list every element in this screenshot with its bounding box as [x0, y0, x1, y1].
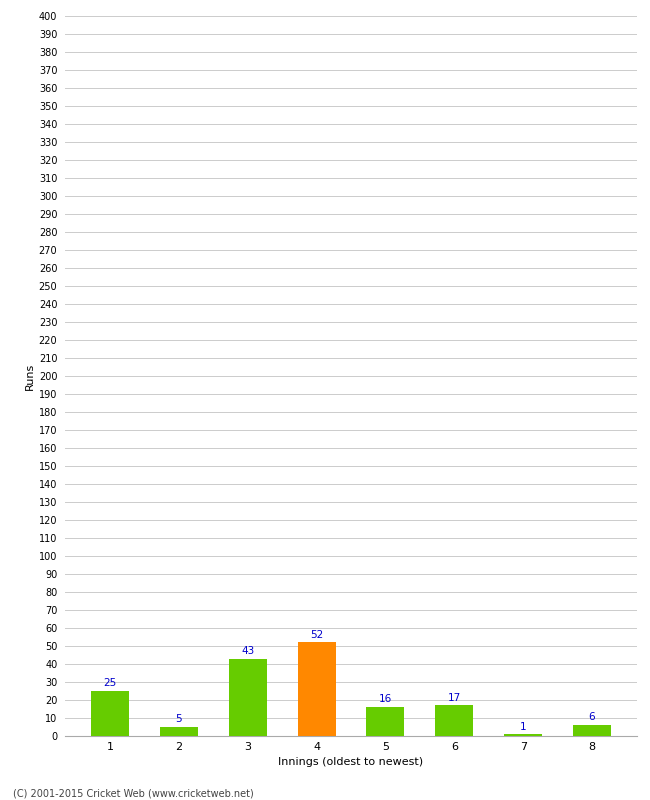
Bar: [229, 658, 266, 736]
Text: 43: 43: [241, 646, 254, 656]
X-axis label: Innings (oldest to newest): Innings (oldest to newest): [278, 757, 424, 767]
Bar: [298, 642, 335, 736]
Bar: [436, 706, 473, 736]
Text: 17: 17: [448, 693, 461, 702]
Bar: [367, 707, 404, 736]
Text: 16: 16: [379, 694, 392, 705]
Text: 52: 52: [310, 630, 323, 640]
Text: 25: 25: [103, 678, 116, 688]
Bar: [160, 727, 198, 736]
Text: 6: 6: [589, 713, 595, 722]
Text: 5: 5: [176, 714, 182, 724]
Bar: [91, 691, 129, 736]
Y-axis label: Runs: Runs: [25, 362, 34, 390]
Bar: [504, 734, 542, 736]
Text: (C) 2001-2015 Cricket Web (www.cricketweb.net): (C) 2001-2015 Cricket Web (www.cricketwe…: [13, 788, 254, 798]
Text: 1: 1: [520, 722, 526, 731]
Bar: [573, 726, 611, 736]
